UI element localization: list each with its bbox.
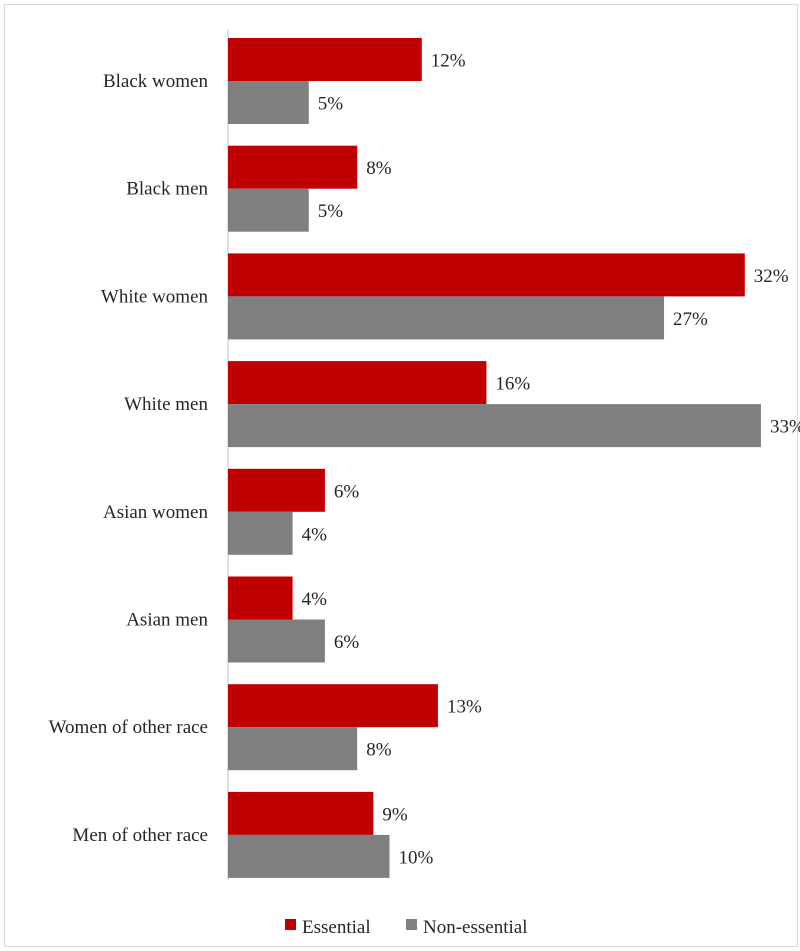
- data-label-non-essential-women-of-other-race: 8%: [366, 740, 392, 761]
- data-label-non-essential-asian-women: 4%: [302, 524, 328, 545]
- category-label-black-men: Black men: [126, 179, 208, 200]
- bar-essential-women-of-other-race: [228, 684, 438, 728]
- category-label-women-of-other-race: Women of other race: [49, 717, 208, 738]
- bar-non-essential-white-men: [228, 404, 761, 448]
- category-label-white-women: White women: [101, 286, 209, 307]
- category-label-black-women: Black women: [103, 71, 209, 92]
- data-label-non-essential-white-men: 33%: [770, 417, 800, 438]
- labels-layer: Black women 12% 5% Black men 8% 5% White women…: [49, 51, 800, 869]
- data-label-essential-asian-men: 4%: [302, 589, 328, 610]
- data-label-essential-white-women: 32%: [754, 266, 789, 287]
- data-label-non-essential-white-women: 27%: [673, 309, 708, 330]
- data-label-essential-asian-women: 6%: [334, 481, 360, 502]
- legend-swatch-essential: [285, 919, 296, 930]
- category-label-white-men: White men: [124, 394, 208, 415]
- bar-non-essential-white-women: [228, 296, 665, 340]
- legend-label-non-essential: Non-essential: [423, 917, 527, 938]
- category-label-men-of-other-race: Men of other race: [72, 825, 208, 846]
- data-label-non-essential-black-men: 5%: [318, 201, 344, 222]
- bar-non-essential-asian-men: [228, 619, 325, 663]
- bar-essential-black-men: [228, 145, 358, 189]
- bar-essential-men-of-other-race: [228, 791, 374, 835]
- bar-essential-asian-men: [228, 576, 293, 620]
- data-label-non-essential-asian-men: 6%: [334, 632, 360, 653]
- bar-essential-black-women: [228, 38, 422, 81]
- bars-layer: [228, 38, 761, 878]
- bar-non-essential-black-men: [228, 188, 309, 232]
- bar-non-essential-women-of-other-race: [228, 727, 358, 771]
- data-label-essential-women-of-other-race: 13%: [447, 697, 482, 718]
- bar-non-essential-black-women: [228, 81, 309, 124]
- data-label-essential-men-of-other-race: 9%: [382, 804, 408, 825]
- bar-essential-white-women: [228, 253, 745, 297]
- data-label-essential-black-women: 12%: [431, 51, 466, 72]
- bar-essential-asian-women: [228, 468, 325, 512]
- category-label-asian-women: Asian women: [103, 502, 209, 523]
- bar-non-essential-men-of-other-race: [228, 834, 390, 878]
- data-label-non-essential-black-women: 5%: [318, 94, 344, 115]
- legend-label-essential: Essential: [302, 917, 371, 938]
- data-label-essential-white-men: 16%: [495, 374, 530, 395]
- data-label-essential-black-men: 8%: [366, 158, 392, 179]
- chart-frame: [4, 4, 798, 947]
- legend: Essential Non-essential: [285, 917, 527, 938]
- bar-essential-white-men: [228, 361, 487, 405]
- data-label-non-essential-men-of-other-race: 10%: [399, 847, 434, 868]
- bar-non-essential-asian-women: [228, 511, 293, 555]
- legend-swatch-non-essential: [406, 919, 417, 930]
- category-label-asian-men: Asian men: [126, 610, 208, 631]
